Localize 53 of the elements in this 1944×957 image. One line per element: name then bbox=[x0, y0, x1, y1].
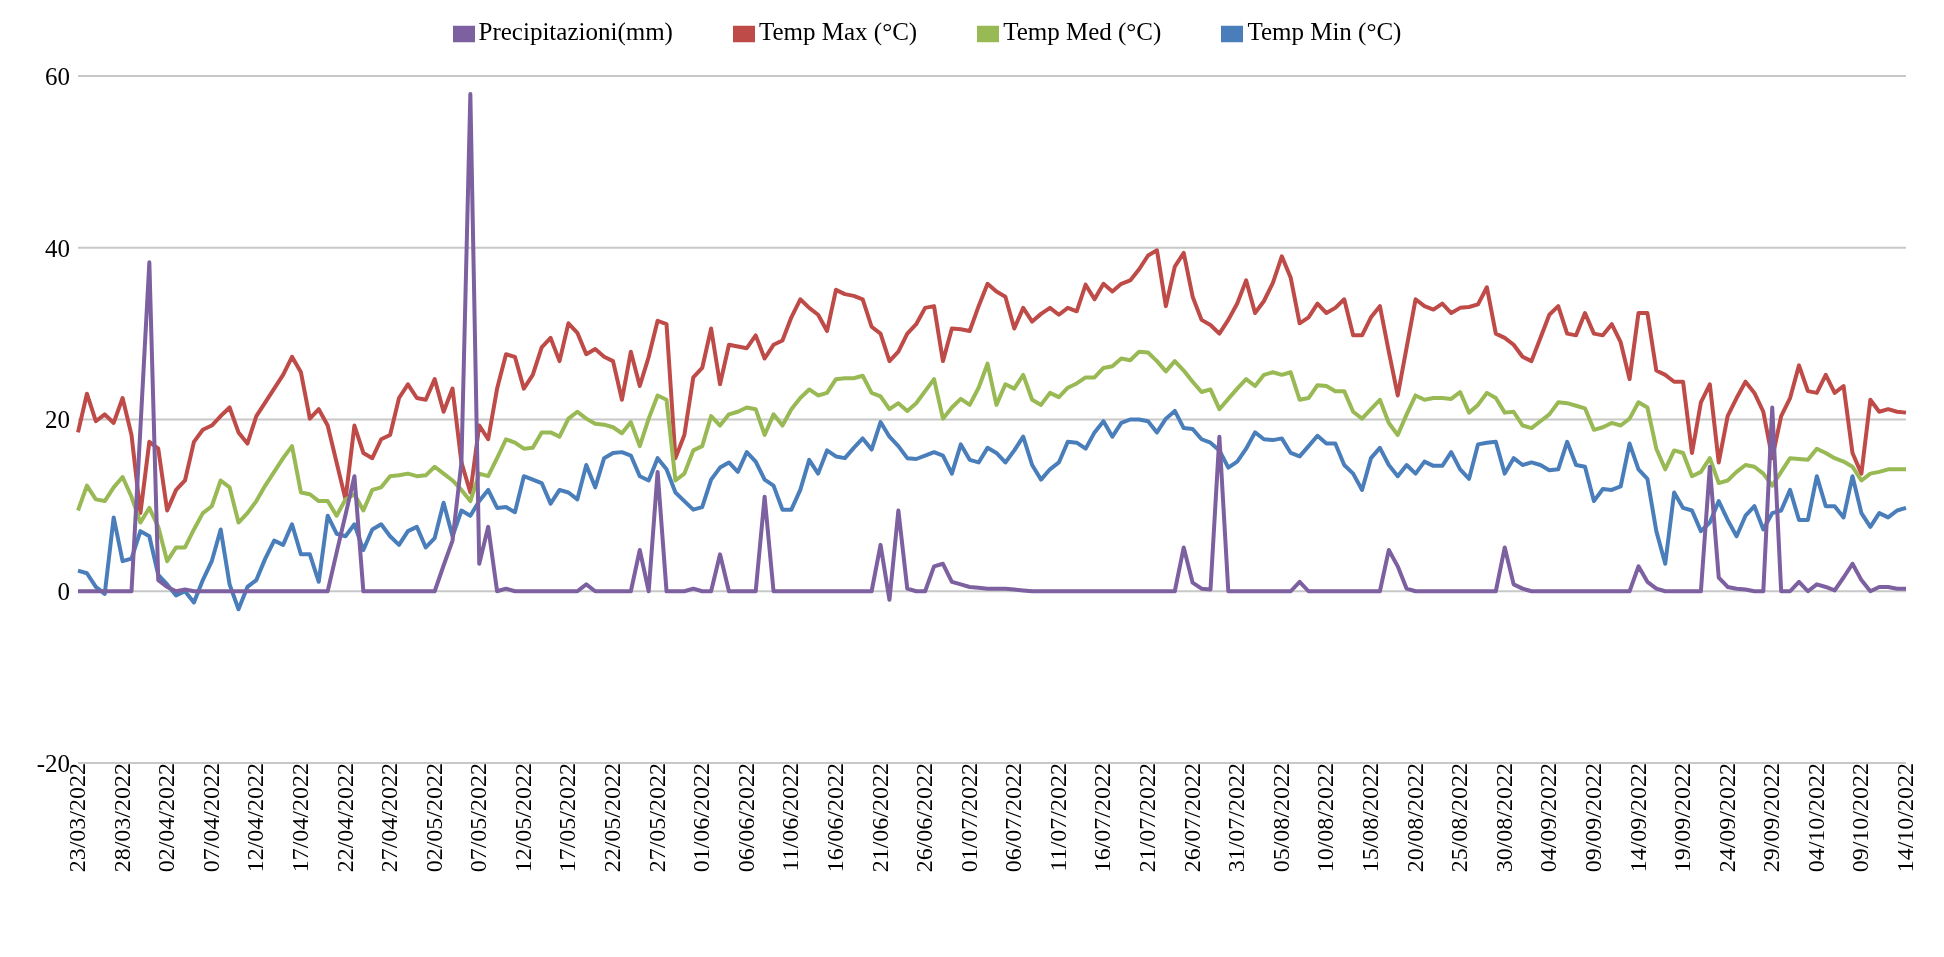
x-tick-label: 25/08/2022 bbox=[1446, 763, 1473, 873]
x-tick-label: 20/08/2022 bbox=[1401, 763, 1428, 873]
x-tick-label: 04/10/2022 bbox=[1802, 763, 1829, 873]
x-tick-label: 01/06/2022 bbox=[688, 763, 715, 873]
x-tick-label: 14/09/2022 bbox=[1624, 763, 1651, 873]
x-tick-label: 11/07/2022 bbox=[1044, 763, 1071, 872]
x-tick-label: 06/07/2022 bbox=[1000, 763, 1027, 873]
x-tick-label: 22/05/2022 bbox=[599, 763, 626, 873]
x-tick-label: 02/04/2022 bbox=[153, 763, 180, 873]
x-tick-label: 21/06/2022 bbox=[866, 763, 893, 873]
y-tick-label: 40 bbox=[45, 234, 70, 262]
legend-label: Temp Med (°C) bbox=[1003, 18, 1162, 45]
x-tick-label: 16/07/2022 bbox=[1089, 763, 1116, 873]
x-tick-label: 19/09/2022 bbox=[1669, 763, 1696, 873]
x-tick-label: 30/08/2022 bbox=[1490, 763, 1517, 873]
x-tick-label: 01/07/2022 bbox=[955, 763, 982, 873]
y-tick-label: 20 bbox=[45, 406, 70, 434]
x-tick-label: 11/06/2022 bbox=[777, 763, 804, 872]
y-tick-label: 60 bbox=[45, 62, 70, 90]
x-tick-label: 14/10/2022 bbox=[1892, 763, 1919, 873]
x-tick-label: 04/09/2022 bbox=[1535, 763, 1562, 873]
x-tick-label: 17/05/2022 bbox=[554, 763, 581, 873]
x-tick-label: 09/10/2022 bbox=[1847, 763, 1874, 873]
line-series bbox=[76, 349, 1908, 564]
x-tick-label: 07/04/2022 bbox=[197, 763, 224, 873]
x-tick-label: 21/07/2022 bbox=[1134, 763, 1161, 873]
x-tick-label: 26/07/2022 bbox=[1178, 763, 1205, 873]
x-tick-label: 31/07/2022 bbox=[1223, 763, 1250, 873]
line-series bbox=[76, 248, 1908, 516]
x-tick-label: 09/09/2022 bbox=[1579, 763, 1606, 873]
x-tick-label: 16/06/2022 bbox=[821, 763, 848, 873]
x-tick-label: 15/08/2022 bbox=[1357, 763, 1384, 873]
x-tick-label: 27/05/2022 bbox=[643, 763, 670, 873]
x-tick-label: 28/03/2022 bbox=[108, 763, 135, 873]
x-tick-label: 12/05/2022 bbox=[509, 763, 536, 873]
y-tick-label: 0 bbox=[57, 578, 70, 606]
legend-label: Temp Min (°C) bbox=[1247, 18, 1402, 45]
x-tick-label: 07/05/2022 bbox=[465, 763, 492, 873]
x-tick-label: 05/08/2022 bbox=[1267, 763, 1294, 873]
legend-label: Precipitazioni(mm) bbox=[478, 18, 673, 45]
x-tick-label: 17/04/2022 bbox=[286, 763, 313, 873]
x-tick-label: 27/04/2022 bbox=[376, 763, 403, 873]
legend-label: Temp Max (°C) bbox=[758, 18, 918, 45]
x-tick-label: 10/08/2022 bbox=[1312, 763, 1339, 873]
line-series bbox=[76, 92, 1908, 602]
x-tick-label: 12/04/2022 bbox=[242, 763, 269, 873]
x-tick-label: 26/06/2022 bbox=[911, 763, 938, 873]
x-tick-label: 29/09/2022 bbox=[1758, 763, 1785, 873]
x-tick-label: 06/06/2022 bbox=[732, 763, 759, 873]
line-series bbox=[76, 408, 1908, 612]
x-tick-label: 02/05/2022 bbox=[420, 763, 447, 873]
x-tick-label: 24/09/2022 bbox=[1713, 763, 1740, 873]
x-tick-label: 22/04/2022 bbox=[331, 763, 358, 873]
